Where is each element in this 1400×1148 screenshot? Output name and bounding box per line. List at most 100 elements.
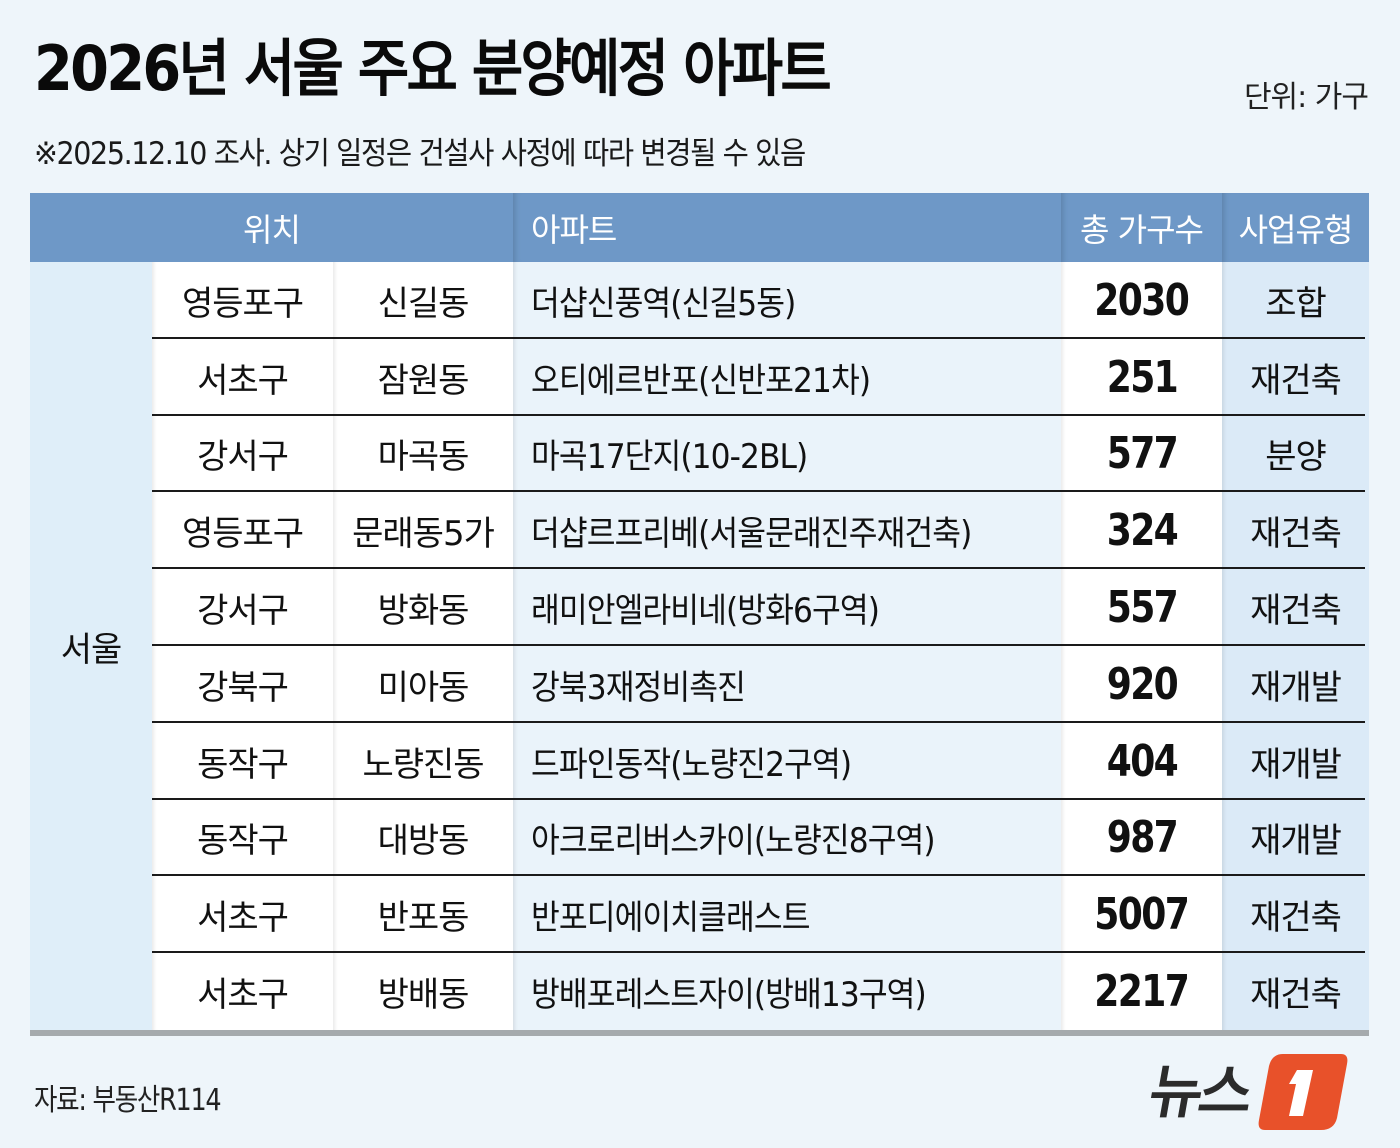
- neighborhood-cell-text: 대방동: [377, 821, 470, 862]
- apartment-cell: 마곡17단지(10-2BL): [513, 415, 1061, 493]
- apartment-cell: 반포디에이치클래스트: [513, 876, 1061, 954]
- neighborhood-cell-text: 마곡동: [377, 437, 470, 478]
- households-cell: 5007: [1061, 876, 1222, 954]
- district-cell: 동작구: [152, 722, 333, 800]
- households-cell: 324: [1061, 492, 1222, 570]
- table-row: 서초구 잠원동 오티에르반포(신반포21차) 251 재건축: [152, 338, 1369, 416]
- households-cell: 557: [1061, 569, 1222, 646]
- district-cell-text: 영등포구: [181, 283, 304, 324]
- apartment-cell-text: 방배포레스트자이(방배13구역): [531, 975, 927, 1016]
- page-title: 2026년 서울 주요 분양예정 아파트: [34, 32, 832, 105]
- project-type-cell-text: 재건축: [1250, 591, 1342, 632]
- column-header-apartment: 아파트: [513, 193, 1061, 262]
- households-cell: 577: [1061, 415, 1222, 493]
- apartment-cell-text: 더샵르프리베(서울문래진주재건축): [531, 514, 972, 555]
- project-type-cell-text: 재건축: [1250, 514, 1342, 555]
- district-cell-text: 동작구: [197, 821, 289, 862]
- table-row: 영등포구 문래동5가 더샵르프리베(서울문래진주재건축) 324 재건축: [152, 492, 1369, 570]
- households-cell-text: 920: [1106, 658, 1178, 710]
- table-row: 영등포구 신길동 더샵신풍역(신길5동) 2030 조합: [152, 262, 1369, 339]
- neighborhood-cell-text: 문래동5가: [352, 514, 495, 555]
- project-type-cell: 재건축: [1222, 492, 1369, 570]
- district-cell-text: 강서구: [197, 591, 289, 632]
- neighborhood-cell-text: 노량진동: [362, 744, 484, 785]
- table-row: 동작구 대방동 아크로리버스카이(노량진8구역) 987 재개발: [152, 799, 1369, 877]
- apartment-cell-text: 더샵신풍역(신길5동): [531, 283, 796, 324]
- project-type-cell: 분양: [1222, 415, 1369, 493]
- table-row: 서초구 방배동 방배포레스트자이(방배13구역) 2217 재건축: [152, 953, 1369, 1030]
- apartment-cell: 더샵르프리베(서울문래진주재건축): [513, 492, 1061, 570]
- district-cell: 서초구: [152, 953, 333, 1030]
- project-type-cell: 재건축: [1222, 876, 1369, 954]
- table-row: 동작구 노량진동 드파인동작(노량진2구역) 404 재개발: [152, 722, 1369, 800]
- project-type-cell: 재개발: [1222, 645, 1369, 723]
- project-type-cell-text: 재개발: [1250, 744, 1342, 785]
- district-cell-text: 서초구: [197, 975, 289, 1016]
- column-header-households: 총 가구수: [1061, 193, 1222, 262]
- table-bottom-bar: [30, 1030, 1369, 1036]
- district-cell: 서초구: [152, 338, 333, 416]
- source-label: 자료: 부동산R114: [34, 1083, 222, 1118]
- households-cell-text: 324: [1106, 505, 1178, 557]
- neighborhood-cell: 신길동: [333, 262, 513, 339]
- neighborhood-cell-text: 방화동: [377, 591, 470, 632]
- households-cell: 251: [1061, 338, 1222, 416]
- column-header-type: 사업유형: [1222, 193, 1369, 262]
- project-type-cell-text: 재개발: [1250, 667, 1342, 708]
- apartment-cell: 오티에르반포(신반포21차): [513, 338, 1061, 416]
- news1-logo: 뉴스: [1144, 1052, 1370, 1132]
- households-cell-text: 251: [1106, 351, 1178, 403]
- apartment-cell: 방배포레스트자이(방배13구역): [513, 953, 1061, 1030]
- project-type-cell: 재건축: [1222, 569, 1369, 646]
- logo-text: 뉴스: [1144, 1058, 1255, 1126]
- apartment-cell-text: 강북3재정비촉진: [531, 667, 746, 708]
- apartment-cell: 드파인동작(노량진2구역): [513, 722, 1061, 800]
- households-cell-text: 404: [1106, 735, 1178, 787]
- district-cell-text: 영등포구: [181, 514, 304, 555]
- apartment-cell-text: 오티에르반포(신반포21차): [531, 360, 871, 401]
- district-cell-text: 서초구: [197, 360, 289, 401]
- district-cell: 강북구: [152, 645, 333, 723]
- households-cell-text: 577: [1106, 428, 1178, 480]
- households-cell-text: 987: [1106, 812, 1178, 864]
- project-type-cell-text: 재건축: [1250, 898, 1342, 939]
- project-type-cell-text: 재개발: [1250, 821, 1342, 862]
- district-cell-text: 강북구: [197, 667, 289, 708]
- neighborhood-cell: 반포동: [333, 876, 513, 954]
- project-type-cell-text: 재건축: [1250, 360, 1342, 401]
- unit-label: 단위: 가구: [1243, 80, 1369, 115]
- households-cell-text: 2030: [1094, 274, 1191, 326]
- households-cell: 2217: [1061, 953, 1222, 1030]
- region-cell: 서울: [30, 262, 152, 1030]
- project-type-cell-text: 조합: [1265, 283, 1327, 324]
- table-row: 강서구 방화동 래미안엘라비네(방화6구역) 557 재건축: [152, 569, 1369, 646]
- apartment-cell: 더샵신풍역(신길5동): [513, 262, 1061, 339]
- district-cell-text: 강서구: [197, 437, 289, 478]
- neighborhood-cell-text: 미아동: [377, 667, 470, 708]
- apartment-cell: 래미안엘라비네(방화6구역): [513, 569, 1061, 646]
- table-row: 강북구 미아동 강북3재정비촉진 920 재개발: [152, 645, 1369, 723]
- neighborhood-cell: 미아동: [333, 645, 513, 723]
- households-cell-text: 557: [1106, 582, 1178, 634]
- apartment-cell-text: 반포디에이치클래스트: [531, 898, 811, 939]
- neighborhood-cell-text: 잠원동: [377, 360, 470, 401]
- district-cell: 서초구: [152, 876, 333, 954]
- survey-note: ※2025.12.10 조사. 상기 일정은 건설사 사정에 따라 변경될 수 …: [34, 136, 806, 172]
- households-cell-text: 5007: [1094, 889, 1191, 941]
- district-cell-text: 동작구: [197, 744, 289, 785]
- district-cell: 영등포구: [152, 492, 333, 570]
- column-header-location: 위치: [243, 210, 301, 249]
- neighborhood-cell-text: 방배동: [377, 975, 470, 1016]
- households-cell-text: 2217: [1094, 966, 1191, 1018]
- project-type-cell: 재개발: [1222, 722, 1369, 800]
- neighborhood-cell: 방배동: [333, 953, 513, 1030]
- district-cell: 강서구: [152, 569, 333, 646]
- apartment-cell: 강북3재정비촉진: [513, 645, 1061, 723]
- project-type-cell-text: 분양: [1265, 437, 1327, 478]
- households-cell: 987: [1061, 799, 1222, 877]
- neighborhood-cell-text: 반포동: [377, 898, 470, 939]
- neighborhood-cell: 문래동5가: [333, 492, 513, 570]
- district-cell-text: 서초구: [197, 898, 289, 939]
- neighborhood-cell: 노량진동: [333, 722, 513, 800]
